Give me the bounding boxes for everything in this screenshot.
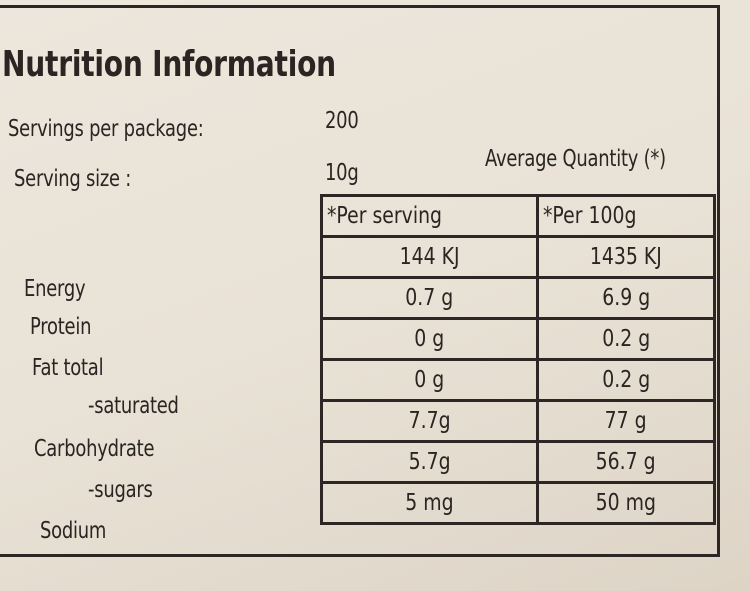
value-cell: 77 g	[535, 399, 717, 443]
value-cell: 0 g	[320, 358, 539, 402]
nutrition-table: *Per serving *Per 100g 144 KJ 1435 KJ 0.7 g 6…	[320, 194, 717, 525]
value-text: 56.7 g	[595, 449, 656, 475]
value-text: 7.7g	[408, 408, 451, 434]
serving-size-value: 10g	[325, 160, 359, 186]
title: Nutrition Information	[2, 44, 336, 85]
nutrient-name: Sodium	[40, 518, 107, 544]
nutrient-name: Fat total	[32, 355, 104, 381]
nutrient-row: 0 g 0.2 g	[320, 317, 717, 361]
header-text: *Per serving	[327, 203, 443, 229]
header-text: *Per 100g	[542, 203, 637, 229]
value-cell: 5.7g	[320, 440, 539, 484]
value-text: 77 g	[604, 408, 647, 434]
value-cell: 0 g	[320, 317, 539, 361]
value-text: 1435 KJ	[589, 244, 662, 270]
nutrient-name: Protein	[30, 314, 92, 340]
value-cell: 1435 KJ	[535, 235, 717, 279]
value-text: 144 KJ	[399, 244, 460, 270]
servings-label: Servings per package:	[8, 116, 204, 142]
value-text: 0 g	[414, 326, 445, 352]
value-text: 0.2 g	[601, 326, 650, 352]
nutrient-row: 5.7g 56.7 g	[320, 440, 717, 484]
nutrient-row: 0 g 0.2 g	[320, 358, 717, 402]
nutrient-row: 7.7g 77 g	[320, 399, 717, 443]
header-row: *Per serving *Per 100g	[320, 194, 717, 238]
nutrient-name: -sugars	[88, 477, 153, 503]
value-cell: 0.7 g	[320, 276, 539, 320]
value-cell: 6.9 g	[535, 276, 717, 320]
value-text: 0 g	[414, 367, 445, 393]
nutrient-row: 5 mg 50 mg	[320, 481, 717, 525]
value-text: 50 mg	[595, 490, 657, 516]
nutrient-name: Carbohydrate	[34, 436, 155, 462]
table-caption: Average Quantity (*)	[485, 146, 666, 172]
value-cell: 7.7g	[320, 399, 539, 443]
nutrient-name: -saturated	[88, 393, 179, 419]
nutrient-row: 144 KJ 1435 KJ	[320, 235, 717, 279]
serving-size-label: Serving size :	[14, 166, 132, 192]
nutrient-row: 0.7 g 6.9 g	[320, 276, 717, 320]
value-cell: 0.2 g	[535, 317, 717, 361]
value-text: 5 mg	[405, 490, 454, 516]
header-cell: *Per serving	[320, 194, 539, 238]
value-text: 0.7 g	[405, 285, 454, 311]
value-text: 6.9 g	[601, 285, 650, 311]
header-cell: *Per 100g	[535, 194, 717, 238]
value-text: 0.2 g	[601, 367, 650, 393]
label-border	[0, 5, 720, 557]
nutrient-name: Energy	[24, 276, 86, 302]
value-cell: 56.7 g	[535, 440, 717, 484]
value-text: 5.7g	[408, 449, 451, 475]
servings-value: 200	[325, 108, 359, 134]
value-cell: 0.2 g	[535, 358, 717, 402]
value-cell: 144 KJ	[320, 235, 539, 279]
value-cell: 5 mg	[320, 481, 539, 525]
value-cell: 50 mg	[535, 481, 717, 525]
